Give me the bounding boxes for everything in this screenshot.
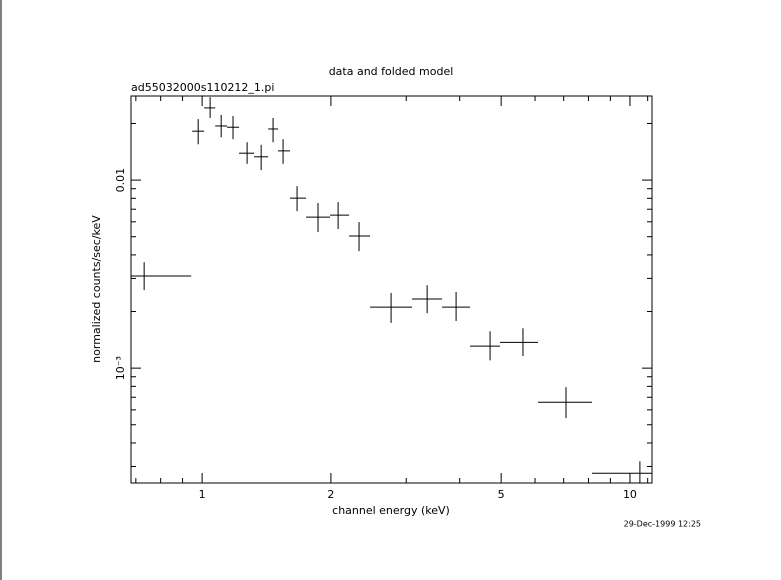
x-tick-label: 10 [623, 488, 637, 501]
x-tick-label: 5 [498, 488, 505, 501]
x-tick-label: 1 [199, 488, 206, 501]
chart-subtitle: ad55032000s110212_1.pi [131, 81, 274, 94]
timestamp: 29-Dec-1999 12:25 [624, 520, 701, 529]
y-tick-label: 10⁻³ [114, 356, 127, 380]
y-tick-label: 0.01 [114, 168, 127, 193]
chart-title: data and folded model [329, 65, 454, 78]
plot-frame [130, 95, 653, 484]
x-axis-label: channel energy (keV) [332, 504, 450, 517]
x-tick-label: 2 [327, 488, 334, 501]
y-axis-label: normalized counts/sec/keV [90, 215, 103, 363]
plot-area [131, 97, 652, 483]
